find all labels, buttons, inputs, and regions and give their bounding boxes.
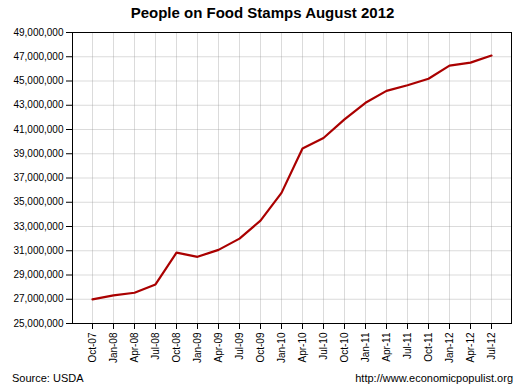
svg-text:25,000,000: 25,000,000 bbox=[13, 318, 63, 329]
svg-text:Jan-08: Jan-08 bbox=[108, 332, 119, 363]
svg-text:Jan-11: Jan-11 bbox=[360, 332, 371, 362]
svg-text:Jan-12: Jan-12 bbox=[444, 332, 455, 363]
svg-text:Jul-09: Jul-09 bbox=[234, 332, 245, 360]
svg-text:Oct-09: Oct-09 bbox=[255, 332, 266, 362]
html-text:People on Food Stamps August 2: People on Food Stamps August 2012 bbox=[130, 4, 395, 21]
html-text:http://www.economicpopulist.or: http://www.economicpopulist.org bbox=[355, 372, 513, 384]
svg-text:Jul-12: Jul-12 bbox=[486, 332, 497, 360]
svg-text:27,000,000: 27,000,000 bbox=[13, 293, 63, 304]
svg-text:Oct-07: Oct-07 bbox=[87, 332, 98, 362]
svg-text:31,000,000: 31,000,000 bbox=[13, 245, 63, 256]
svg-text:Jul-08: Jul-08 bbox=[150, 332, 161, 360]
svg-text:43,000,000: 43,000,000 bbox=[13, 99, 63, 110]
svg-text:49,000,000: 49,000,000 bbox=[13, 27, 63, 38]
svg-text:Oct-08: Oct-08 bbox=[171, 332, 182, 362]
svg-text:Apr-10: Apr-10 bbox=[297, 332, 308, 362]
svg-text:Jul-10: Jul-10 bbox=[318, 332, 329, 360]
svg-text:47,000,000: 47,000,000 bbox=[13, 51, 63, 62]
svg-text:Jan-09: Jan-09 bbox=[192, 332, 203, 363]
svg-text:Oct-10: Oct-10 bbox=[339, 332, 350, 362]
html-text:Source: USDA: Source: USDA bbox=[12, 372, 84, 384]
svg-text:Jan-10: Jan-10 bbox=[276, 332, 287, 363]
svg-text:Apr-09: Apr-09 bbox=[213, 332, 224, 362]
svg-text:37,000,000: 37,000,000 bbox=[13, 172, 63, 183]
svg-text:29,000,000: 29,000,000 bbox=[13, 269, 63, 280]
svg-text:Apr-12: Apr-12 bbox=[465, 332, 476, 362]
svg-text:33,000,000: 33,000,000 bbox=[13, 221, 63, 232]
svg-text:45,000,000: 45,000,000 bbox=[13, 75, 63, 86]
svg-text:Oct-11: Oct-11 bbox=[423, 332, 434, 362]
svg-text:39,000,000: 39,000,000 bbox=[13, 148, 63, 159]
svg-text:35,000,000: 35,000,000 bbox=[13, 196, 63, 207]
svg-text:Apr-08: Apr-08 bbox=[129, 332, 140, 362]
svg-text:41,000,000: 41,000,000 bbox=[13, 124, 63, 135]
svg-text:Apr-11: Apr-11 bbox=[381, 332, 392, 362]
svg-text:Jul-11: Jul-11 bbox=[402, 332, 413, 359]
